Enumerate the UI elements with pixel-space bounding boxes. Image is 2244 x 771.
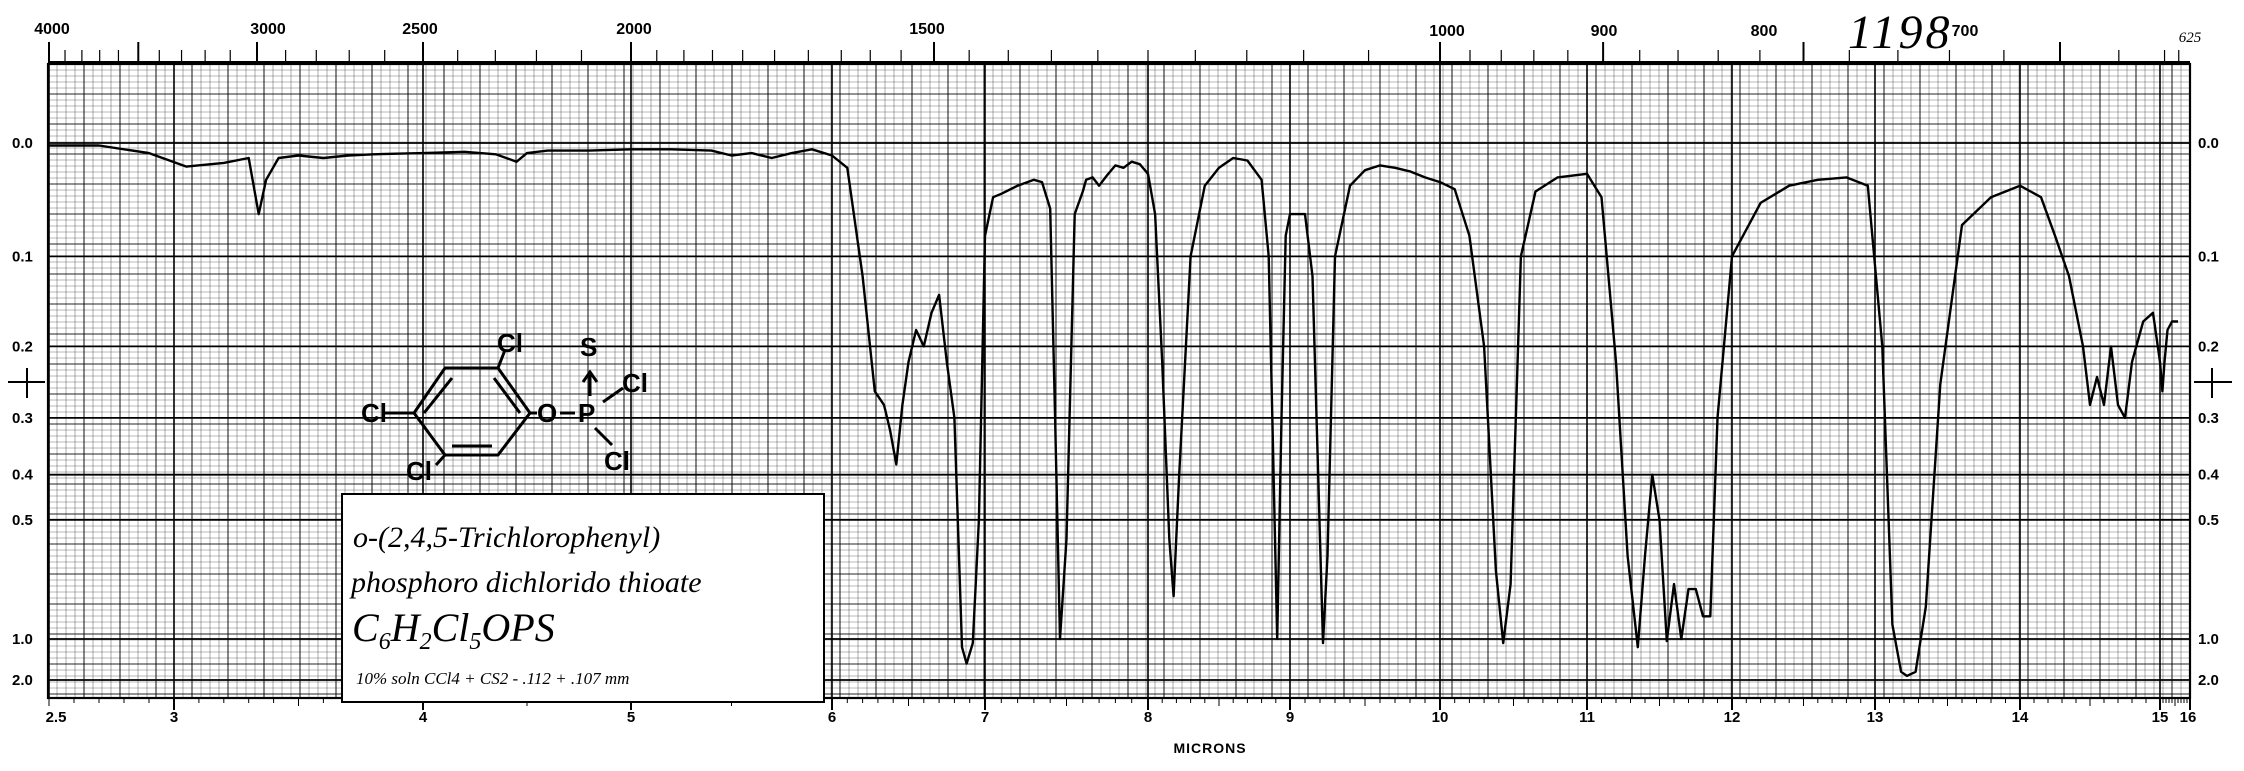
phosphorus-label: P	[578, 398, 595, 428]
top-tick-label: 900	[1591, 23, 1618, 40]
bottom-tick-label: 5	[627, 709, 635, 726]
left-tick-label: 0.4	[12, 467, 34, 484]
left-absorbance-axis: 0.0 0.1 0.2 0.3 0.4 0.5 1.0 2.0	[12, 135, 34, 689]
molecular-formula: C6H2Cl5OPS	[352, 605, 555, 655]
right-tick-label: 0.0	[2198, 135, 2219, 152]
top-tick-label: 4000	[34, 21, 70, 38]
compound-annotation: o-(2,4,5-Trichlorophenyl) phosphoro dich…	[341, 493, 825, 703]
bottom-tick-label: 7	[981, 709, 989, 726]
bottom-tick-label: 15	[2152, 709, 2169, 726]
bond	[593, 426, 614, 447]
bottom-tick-label: 10	[1432, 709, 1449, 726]
chlorine-label: Cl	[406, 456, 432, 486]
bottom-tick-label: 12	[1724, 709, 1741, 726]
spectrum-line	[49, 144, 2178, 678]
top-wavenumber-axis: 4000 3000 2500 2000 1500 1000 900 800 700 625	[34, 21, 2202, 64]
bond	[602, 386, 624, 404]
right-tick-label: 0.2	[2198, 338, 2219, 355]
bottom-tick-label: 13	[1867, 709, 1884, 726]
right-tick-label: 0.5	[2198, 512, 2219, 529]
right-tick-label: 0.1	[2198, 248, 2219, 265]
left-tick-label: 1.0	[12, 631, 33, 648]
chlorine-label: Cl	[361, 398, 387, 428]
bottom-tick-label: 11	[1579, 709, 1595, 726]
bottom-tick-label: 3	[170, 709, 178, 726]
compound-name-line-2: phosphoro dichlorido thioate	[349, 566, 702, 599]
catalog-number: 1198	[1848, 6, 1952, 59]
left-tick-label: 2.0	[12, 672, 33, 689]
top-tick-label: 625	[2179, 30, 2202, 46]
bond	[434, 453, 447, 467]
top-tick-label: 3000	[250, 21, 286, 38]
bond	[496, 349, 507, 369]
oxygen-label: O	[537, 398, 557, 428]
chlorine-label: Cl	[622, 368, 648, 398]
top-tick-label: 700	[1952, 23, 1979, 40]
ring-double-bond	[492, 377, 522, 414]
plot-frame	[8, 62, 2232, 700]
spectrum-series	[49, 144, 2178, 678]
bottom-tick-label: 6	[828, 709, 836, 726]
chlorine-label: Cl	[497, 328, 523, 358]
top-tick-label: 1500	[909, 21, 945, 38]
bottom-tick-label: 9	[1286, 709, 1294, 726]
molecular-structure: Cl Cl Cl O P S Cl Cl	[361, 328, 648, 486]
right-tick-label: 0.4	[2198, 467, 2220, 484]
annotation-box	[341, 493, 825, 703]
bottom-tick-label: 8	[1144, 709, 1152, 726]
left-tick-label: 0.5	[12, 512, 33, 529]
right-tick-label: 0.3	[2198, 410, 2219, 427]
left-tick-label: 0.0	[12, 135, 33, 152]
right-tick-label: 1.0	[2198, 631, 2219, 648]
x-axis-label: MICRONS	[1173, 740, 1246, 756]
left-tick-label: 0.3	[12, 410, 33, 427]
bottom-tick-label: 14	[2012, 709, 2029, 726]
bottom-tick-label: 4	[419, 709, 428, 726]
top-tick-label: 2500	[402, 21, 438, 38]
left-tick-label: 0.2	[12, 338, 33, 355]
top-tick-label: 1000	[1429, 23, 1465, 40]
top-tick-label: 800	[1751, 23, 1778, 40]
solution-conditions: 10% soln CCl4 + CS2 - .112 + .107 mm	[356, 669, 629, 688]
bottom-tick-label: 16	[2180, 709, 2197, 726]
left-tick-label: 0.1	[12, 248, 33, 265]
plot-border	[46, 62, 2192, 700]
compound-name-line-1: o-(2,4,5-Trichlorophenyl)	[353, 521, 660, 554]
top-tick-label: 2000	[616, 21, 652, 38]
chlorine-label: Cl	[604, 446, 630, 476]
ring-double-bond	[422, 377, 454, 414]
bottom-tick-label: 2.5	[46, 709, 67, 726]
bond-arrow	[581, 369, 599, 383]
right-absorbance-axis: 0.0 0.1 0.2 0.3 0.4 0.5 1.0 2.0	[2198, 135, 2220, 689]
sulfur-label: S	[580, 332, 597, 362]
bottom-micron-axis: 2.5 3 4 5 6 7 8 9 10 11 12 13 14 15 16	[46, 698, 2197, 726]
right-tick-label: 2.0	[2198, 672, 2219, 689]
